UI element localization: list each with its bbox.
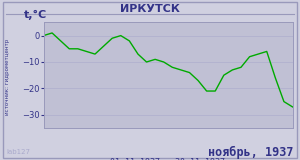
Text: 01.11.1937 – 30.11.1937: 01.11.1937 – 30.11.1937: [110, 158, 226, 160]
Text: источник: гидрометцентр: источник: гидрометцентр: [5, 39, 10, 115]
Text: ИРКУТСК: ИРКУТСК: [120, 4, 180, 14]
Text: lab127: lab127: [6, 149, 30, 155]
Text: ноябрь, 1937: ноябрь, 1937: [208, 145, 294, 159]
Text: t,°C: t,°C: [24, 10, 47, 20]
